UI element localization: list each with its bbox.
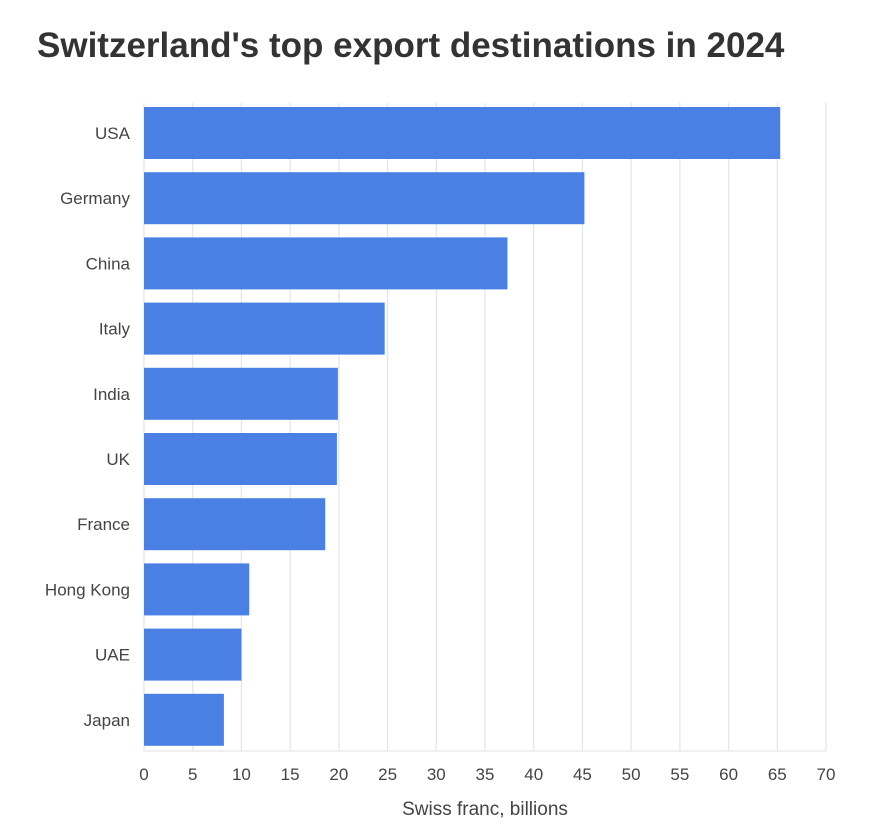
chart-title: Switzerland's top export destinations in… [37,26,785,65]
category-label: France [77,515,130,534]
category-label: India [93,385,130,404]
x-tick-label: 65 [768,765,787,784]
x-tick-label: 60 [719,765,738,784]
x-tick-label: 25 [378,765,397,784]
category-label: UAE [95,646,130,665]
x-tick-label: 10 [232,765,251,784]
x-tick-label: 15 [281,765,300,784]
x-tick-label: 45 [573,765,592,784]
bar-uae [144,628,242,681]
x-tick-label: 35 [476,765,495,784]
bar-india [144,367,338,420]
x-tick-label: 40 [524,765,543,784]
category-label: Japan [84,711,130,730]
x-tick-label: 50 [622,765,641,784]
x-tick-labels: 0 5 10 15 20 25 30 35 40 45 50 55 60 65 70 [139,765,835,784]
bars [144,107,781,746]
category-label: Hong Kong [45,580,130,599]
x-tick-label: 5 [188,765,197,784]
bar-italy [144,302,385,355]
bar-france [144,498,326,551]
x-axis-title: Swiss franc, billions [402,799,568,820]
category-label: UK [106,450,130,469]
bar-usa [144,107,781,159]
category-label: Italy [99,320,131,339]
bar-uk [144,433,337,485]
category-label: China [86,254,131,273]
x-tick-label: 70 [817,765,836,784]
category-label: USA [95,124,131,143]
bar-germany [144,172,585,225]
x-tick-label: 30 [427,765,446,784]
category-labels: USA Germany China Italy India UK France Hong Ko… [45,124,131,730]
category-label: Germany [60,189,130,208]
bar-japan [144,693,224,746]
x-tick-label: 20 [329,765,348,784]
bar-china [144,237,508,290]
x-tick-label: 0 [139,765,148,784]
x-tick-label: 55 [670,765,689,784]
bar-hong-kong [144,563,250,616]
